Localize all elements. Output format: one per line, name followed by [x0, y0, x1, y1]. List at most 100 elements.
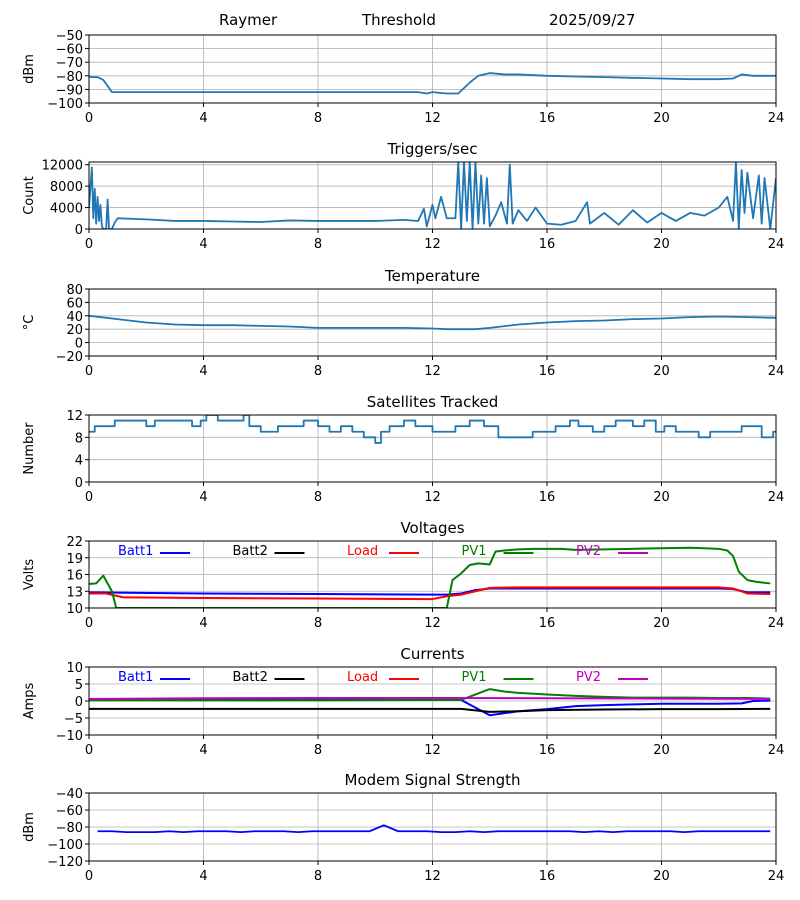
y-tick-label: 12	[66, 409, 83, 424]
y-axis-label: Number	[22, 422, 37, 475]
x-tick-label: 16	[539, 869, 556, 884]
y-tick-label: 5	[75, 678, 83, 693]
x-tick-label: 4	[199, 237, 207, 252]
x-tick-label: 20	[653, 111, 670, 126]
x-tick-label: 4	[199, 869, 207, 884]
y-tick-label: 0	[75, 695, 83, 710]
x-tick-label: 0	[85, 490, 93, 505]
x-tick-label: 12	[424, 237, 441, 252]
x-tick-label: 0	[85, 111, 93, 126]
x-tick-label: 8	[314, 490, 322, 505]
x-tick-label: 4	[199, 111, 207, 126]
legend-label-load: Load	[347, 670, 378, 685]
chart-panel-1: 0 4 8 12 16 20 24 −100−90−80−70−60−50 dBm	[22, 29, 784, 126]
x-tick-label: 20	[653, 743, 670, 758]
y-tick-label: 12000	[42, 159, 83, 174]
chart-panel-4: 0 4 8 12 16 20 24 0 4 8 12 Number Satellites Tracked	[22, 393, 784, 505]
x-tick-label: 0	[85, 869, 93, 884]
x-tick-label: 16	[539, 743, 556, 758]
y-tick-label: 13	[66, 585, 83, 600]
x-tick-label: 8	[314, 364, 322, 379]
x-tick-label: 20	[653, 616, 670, 631]
y-tick-label: −60	[56, 804, 83, 819]
y-tick-label: −90	[56, 83, 83, 98]
y-tick-label: −10	[56, 729, 83, 744]
x-tick-label: 16	[539, 364, 556, 379]
y-tick-label: 19	[66, 552, 83, 567]
y-axis-label: Volts	[22, 559, 37, 591]
x-tick-label: 24	[768, 490, 785, 505]
y-tick-label: −100	[47, 97, 83, 112]
x-tick-label: 12	[424, 616, 441, 631]
x-tick-label: 24	[768, 743, 785, 758]
x-tick-label: 24	[768, 364, 785, 379]
y-tick-label: 20	[66, 323, 83, 338]
y-tick-label: 10	[66, 602, 83, 617]
chart-title: Satellites Tracked	[367, 393, 498, 411]
y-tick-label: 4000	[50, 202, 83, 217]
chart-title: Currents	[400, 645, 464, 663]
series-line-triggers	[89, 162, 776, 229]
legend-label-pv1: PV1	[462, 670, 487, 685]
y-tick-label: −40	[56, 787, 83, 802]
y-tick-label: 8000	[50, 180, 83, 195]
y-tick-label: −20	[56, 350, 83, 365]
x-tick-label: 4	[199, 616, 207, 631]
series-line-temperature	[89, 314, 776, 331]
x-tick-label: 8	[314, 237, 322, 252]
y-tick-label: 40	[66, 310, 83, 325]
series-line-batt1	[89, 698, 771, 717]
x-tick-label: 20	[653, 490, 670, 505]
x-tick-label: 16	[539, 237, 556, 252]
y-axis-label: Amps	[22, 682, 37, 719]
chart-panel-2: 0 4 8 12 16 20 24 0 4000 8000 12000 Count Triggers/s…	[22, 140, 784, 252]
x-tick-label: 16	[539, 111, 556, 126]
chart-title: Modem Signal Strength	[345, 771, 521, 789]
x-tick-label: 12	[424, 743, 441, 758]
chart-panel-6: 0 4 8 12 16 20 24 −10 −5 0 5 10 Amps Currents Batt1 Bat…	[22, 645, 784, 758]
y-tick-label: −70	[56, 56, 83, 71]
x-tick-label: 4	[199, 490, 207, 505]
header-station: Raymer	[219, 11, 278, 29]
x-tick-label: 12	[424, 111, 441, 126]
x-tick-label: 24	[768, 237, 785, 252]
y-tick-label: 80	[66, 283, 83, 298]
x-tick-label: 4	[199, 364, 207, 379]
x-tick-label: 0	[85, 364, 93, 379]
header-mode: Threshold	[362, 11, 436, 29]
y-tick-label: 4	[75, 454, 83, 469]
series-line-signal	[89, 72, 776, 95]
x-tick-label: 16	[539, 616, 556, 631]
chart-title: Voltages	[400, 519, 464, 537]
y-tick-label: 16	[66, 569, 83, 584]
y-tick-label: 0	[75, 476, 83, 491]
legend-label-pv2: PV2	[576, 544, 601, 559]
y-axis-label: dBm	[22, 812, 37, 842]
y-tick-label: 0	[75, 337, 83, 352]
x-tick-label: 20	[653, 869, 670, 884]
x-tick-label: 12	[424, 869, 441, 884]
legend-label-batt2: Batt2	[233, 670, 268, 685]
y-tick-label: −60	[56, 43, 83, 58]
x-tick-label: 8	[314, 111, 322, 126]
y-tick-label: −5	[64, 712, 83, 727]
y-tick-label: −50	[56, 29, 83, 44]
legend-label-load: Load	[347, 544, 378, 559]
x-tick-label: 16	[539, 490, 556, 505]
y-tick-label: 10	[66, 661, 83, 676]
x-tick-label: 8	[314, 869, 322, 884]
x-tick-label: 12	[424, 490, 441, 505]
x-tick-label: 20	[653, 364, 670, 379]
legend-label-batt1: Batt1	[118, 544, 153, 559]
series-line-pv2	[89, 696, 771, 700]
series-line-pv1	[89, 546, 771, 608]
x-tick-label: 0	[85, 616, 93, 631]
y-tick-label: 60	[66, 296, 83, 311]
y-tick-label: −100	[47, 838, 83, 853]
y-axis-label: °C	[22, 315, 37, 331]
y-tick-label: −120	[47, 855, 83, 870]
x-tick-label: 8	[314, 743, 322, 758]
series-line-satellites	[89, 415, 776, 444]
x-tick-label: 0	[85, 743, 93, 758]
